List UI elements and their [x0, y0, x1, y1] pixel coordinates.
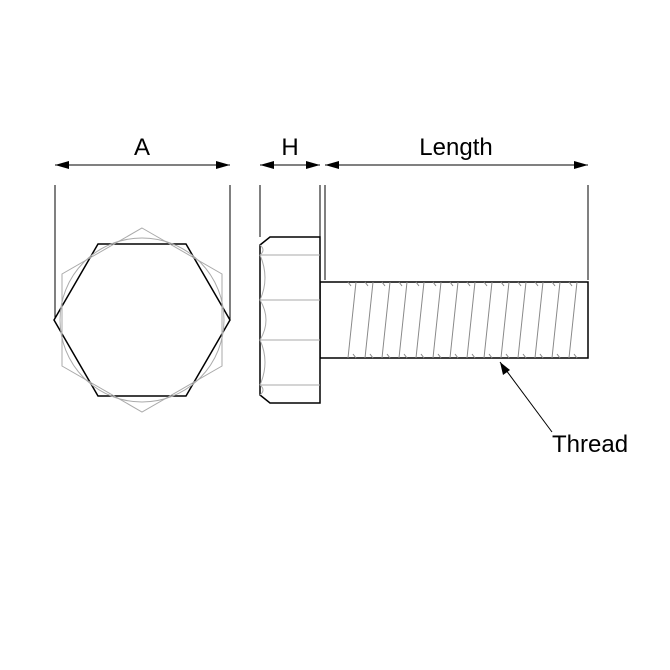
hex-head-side	[260, 237, 320, 403]
label-Length: Length	[419, 134, 492, 161]
label-Thread: Thread	[552, 431, 628, 458]
bolt-technical-drawing: A H Length	[0, 0, 670, 670]
dimension-H: H	[260, 134, 320, 237]
thread-callout: Thread	[500, 362, 628, 458]
hex-head-front	[54, 228, 230, 412]
dimension-Length: Length	[325, 134, 588, 280]
bolt-shaft	[320, 282, 588, 358]
label-A: A	[134, 134, 150, 161]
label-H: H	[281, 134, 298, 161]
